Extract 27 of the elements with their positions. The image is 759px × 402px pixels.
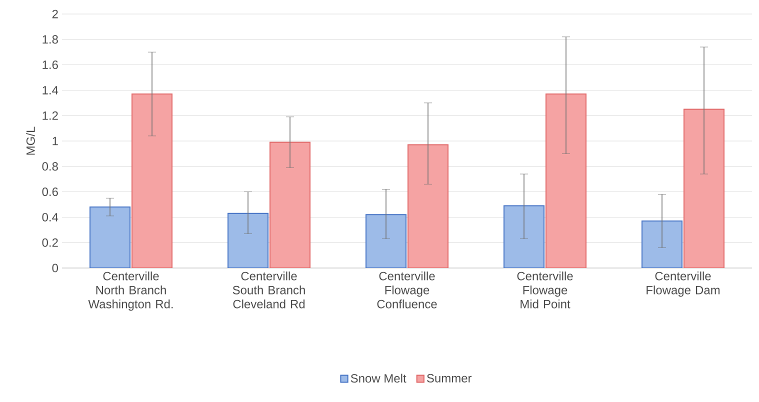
bar bbox=[228, 212, 269, 268]
bar bbox=[546, 94, 587, 268]
x-tick-label: Centerville North Branch Washington Rd. bbox=[88, 272, 173, 311]
legend-label: Snow Melt bbox=[350, 374, 406, 383]
bar bbox=[270, 142, 311, 268]
y-tick-label: 0.6 bbox=[42, 188, 58, 196]
y-tick-label: 1.6 bbox=[42, 60, 58, 70]
y-tick-label: 0.4 bbox=[42, 212, 58, 222]
y-tick-label: 0.8 bbox=[42, 162, 58, 171]
x-tick-label: Centerville Flowage Dam bbox=[646, 272, 720, 297]
y-tick-label: 1 bbox=[52, 136, 58, 146]
bar bbox=[684, 108, 724, 268]
bar bbox=[90, 206, 131, 268]
bar bbox=[408, 144, 449, 268]
y-tick-label: 2 bbox=[52, 10, 58, 18]
y-tick-label: 1.4 bbox=[42, 86, 58, 94]
bar bbox=[366, 214, 407, 268]
x-tick-label: Centerville Flowage Mid Point bbox=[517, 272, 573, 308]
y-tick-label: 0 bbox=[52, 264, 58, 272]
y-tick-label: 1.8 bbox=[42, 35, 58, 44]
y-tick-label: 1.2 bbox=[42, 111, 58, 120]
x-tick-label: Centerville South Branch Cleveland Rd bbox=[232, 272, 305, 308]
bar bbox=[132, 94, 173, 268]
y-axis-title: MG/L bbox=[26, 126, 35, 155]
y-tick-label: 0.2 bbox=[42, 238, 58, 247]
x-tick-label: Centerville Flowage Confluence bbox=[377, 272, 437, 308]
legend-label: Summer bbox=[427, 374, 472, 382]
